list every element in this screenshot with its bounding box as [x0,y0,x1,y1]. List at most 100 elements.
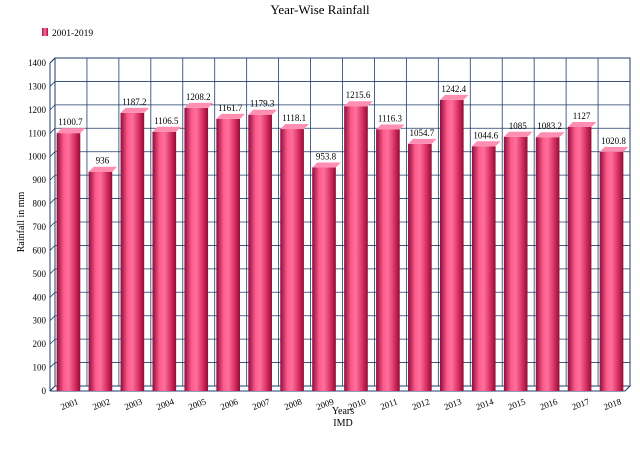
bar [88,171,113,391]
bar [408,143,432,391]
y-tick-label: 300 [33,316,47,326]
y-tick-label: 800 [33,199,47,209]
bar-top [184,102,214,108]
y-tick-label: 1300 [28,81,47,91]
h-gridline-side [49,104,56,111]
h-gridline-side [49,338,56,345]
h-gridline-side [49,362,56,368]
x-tick-label: 2001 [59,396,79,412]
bar [535,137,560,391]
h-gridline-side [49,221,56,228]
value-label: 1106.5 [154,116,179,126]
x-tick-label: 2002 [91,396,111,412]
bar-top [503,131,533,137]
bar-top [376,124,405,130]
value-label: 1085 [509,121,528,131]
x-tick-label: 2004 [155,396,176,412]
value-label: 1127 [573,111,591,121]
value-labels: 1100.7 936 1187.2 1106.5 1208.2 1161.7 1179.3 1… [58,84,626,166]
y-tick-label: 200 [33,339,47,349]
x-tick-label: 2012 [411,396,431,412]
value-label: 1187.2 [122,97,146,107]
bar-top [56,128,86,134]
h-gridline-side [49,198,56,204]
value-label: 1116.3 [378,113,403,123]
x-tick-label: 2014 [475,396,496,412]
value-label: 1020.8 [601,136,626,146]
h-gridline-side [49,81,56,87]
h-gridline-side [49,151,56,157]
bar [56,133,81,392]
x-tick-label: 2007 [251,396,272,412]
bars [56,94,629,392]
h-gridline-side [49,292,56,298]
value-label: 953.8 [316,152,337,162]
h-gridline-side [49,128,56,134]
value-label: 1083.2 [537,121,562,131]
x-tick-label: 2016 [538,396,559,412]
x-tick-label: 2008 [283,396,304,412]
bar-top [535,132,565,138]
bar [120,112,145,391]
bar-top [312,162,341,168]
y-tick-label: 400 [33,292,47,302]
bar-top [152,126,182,132]
bar [184,107,209,391]
y-axis-ticks: 0 100 200 300 400 500 600 700 800 900 1000 1100 1200… [28,58,47,396]
source-label: IMD [333,418,352,429]
bar-top [248,109,277,115]
bar-top [408,138,437,144]
y-tick-label: 100 [33,363,47,373]
legend-swatch [42,28,48,36]
bar [216,118,241,391]
bar [567,126,592,392]
y-tick-label: 1400 [28,58,47,68]
legend: 2001-2019 [42,28,93,39]
bar-top [280,124,309,130]
bar [471,146,496,391]
h-gridline-side [49,268,56,275]
value-label: 936 [96,156,110,166]
x-tick-label: 2011 [379,396,399,411]
h-gridline-side [49,245,56,251]
bar [376,129,400,391]
bar [599,151,624,391]
y-axis-title: Rainfall in mm [16,192,27,253]
bar-top [567,121,597,127]
bar [312,167,336,391]
y-tick-label: 700 [33,222,47,232]
floor-edge-right [624,385,631,392]
bar-top [344,101,373,107]
x-tick-label: 2005 [187,396,208,412]
value-label: 1054.7 [409,128,434,138]
y-tick-label: 1000 [28,152,47,162]
bar-top [88,166,118,172]
bar-top [120,107,150,113]
h-gridline-side [49,57,56,64]
legend-label: 2001-2019 [52,29,93,39]
bar-top [471,141,501,147]
bar [344,106,368,392]
bar [439,99,464,391]
x-axis-title: Years [332,406,354,417]
bar [280,129,304,391]
x-tick-label: 2015 [507,396,528,412]
value-label: 1044.6 [473,130,498,140]
x-tick-label: 2017 [570,396,591,412]
bar [503,136,528,391]
value-label: 1118.1 [282,113,306,123]
y-tick-label: 0 [42,386,47,396]
x-tick-label: 2006 [219,396,240,412]
bar [248,114,272,392]
gridlines [49,57,631,392]
h-gridline-side [49,385,56,392]
value-label: 1208.2 [186,92,211,102]
bar-top [599,146,629,152]
y-tick-label: 500 [33,269,47,279]
y-tick-label: 900 [33,175,47,185]
chart-title: Year-Wise Rainfall [270,2,370,17]
value-label: 1215.6 [346,90,371,100]
h-gridline-side [49,174,56,181]
bar [152,131,177,391]
